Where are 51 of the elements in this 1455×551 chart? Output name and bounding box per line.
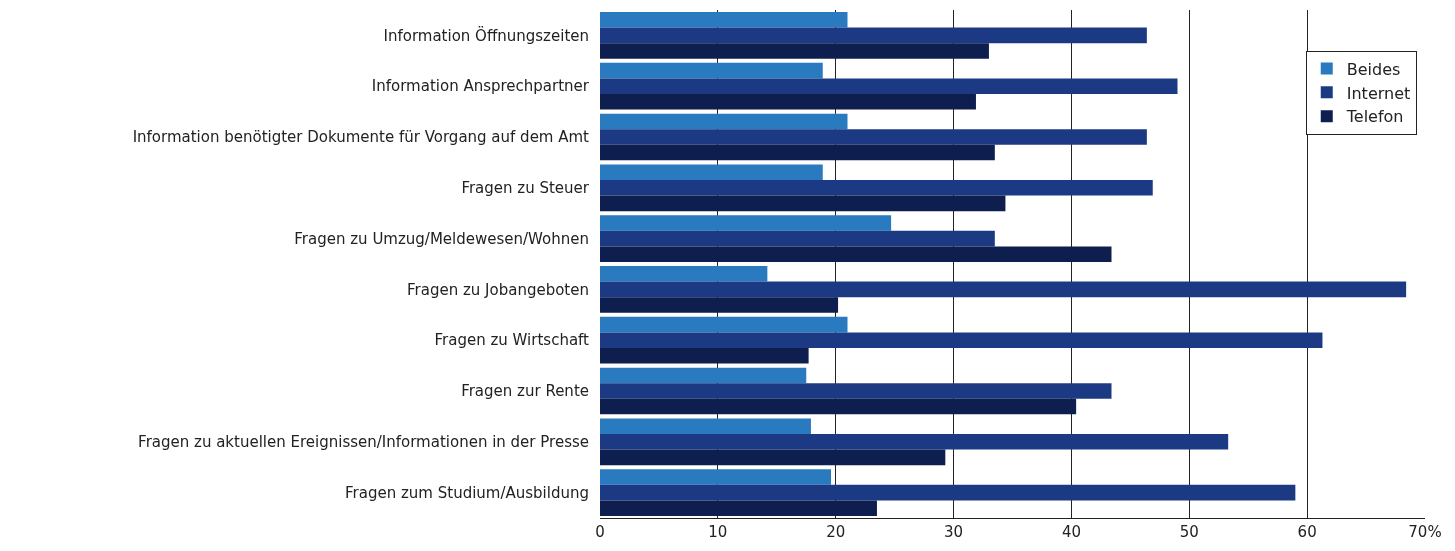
bar xyxy=(600,195,1006,212)
y-tick-label: Fragen zu Wirtschaft xyxy=(434,331,590,350)
bar xyxy=(600,383,1112,399)
bar xyxy=(600,297,839,313)
x-tick-label: 20 xyxy=(826,523,846,541)
bar xyxy=(600,332,1323,348)
x-tick-label: 50 xyxy=(1179,523,1199,541)
bar xyxy=(600,27,1147,44)
y-tick-label: Information Öffnungszeiten xyxy=(383,25,589,45)
x-tick-label: 10 xyxy=(708,523,728,541)
y-tick-label: Fragen zu aktuellen Ereignissen/Informationen in der Presse xyxy=(138,433,589,452)
bar xyxy=(600,367,807,384)
x-tick-label: 70% xyxy=(1408,523,1442,541)
bar xyxy=(600,164,823,181)
x-tick-label: 30 xyxy=(944,523,964,541)
bar xyxy=(600,266,768,282)
bar xyxy=(600,281,1407,298)
y-tick-label: Fragen zur Rente xyxy=(461,382,589,401)
bar xyxy=(600,398,1077,415)
bar xyxy=(600,78,1178,94)
bar xyxy=(600,62,823,79)
bar xyxy=(600,180,1153,196)
bar xyxy=(600,434,1229,450)
bar xyxy=(600,113,848,130)
bar xyxy=(600,144,995,161)
x-tick-label: 0 xyxy=(595,523,605,541)
y-tick-label: Fragen zum Studium/Ausbildung xyxy=(345,483,589,502)
legend-label: Internet xyxy=(1346,83,1411,103)
legend-label: Telefon xyxy=(1345,107,1404,127)
bar xyxy=(600,129,1147,145)
x-tick-label: 60 xyxy=(1297,523,1317,541)
bar xyxy=(600,230,995,247)
bar xyxy=(600,347,809,364)
bar xyxy=(600,12,848,28)
y-tick-label: Information Ansprechpartner xyxy=(371,77,590,96)
bar xyxy=(600,43,989,59)
bar xyxy=(600,449,946,466)
bar xyxy=(600,215,892,231)
y-tick-label: Fragen zu Steuer xyxy=(461,179,590,198)
bar xyxy=(600,246,1112,262)
bar xyxy=(600,500,877,516)
bar xyxy=(600,484,1296,501)
bar xyxy=(600,93,976,110)
legend-label: Beides xyxy=(1346,59,1401,79)
bar xyxy=(600,316,848,333)
y-tick-label: Fragen zu Umzug/Meldewesen/Wohnen xyxy=(294,229,589,248)
bar xyxy=(600,469,831,485)
y-tick-label: Information benötigter Dokumente für Vorgang auf dem Amt xyxy=(132,128,590,147)
bar xyxy=(600,418,811,435)
x-tick-label: 40 xyxy=(1061,523,1081,541)
y-tick-label: Fragen zu Jobangeboten xyxy=(407,280,589,299)
